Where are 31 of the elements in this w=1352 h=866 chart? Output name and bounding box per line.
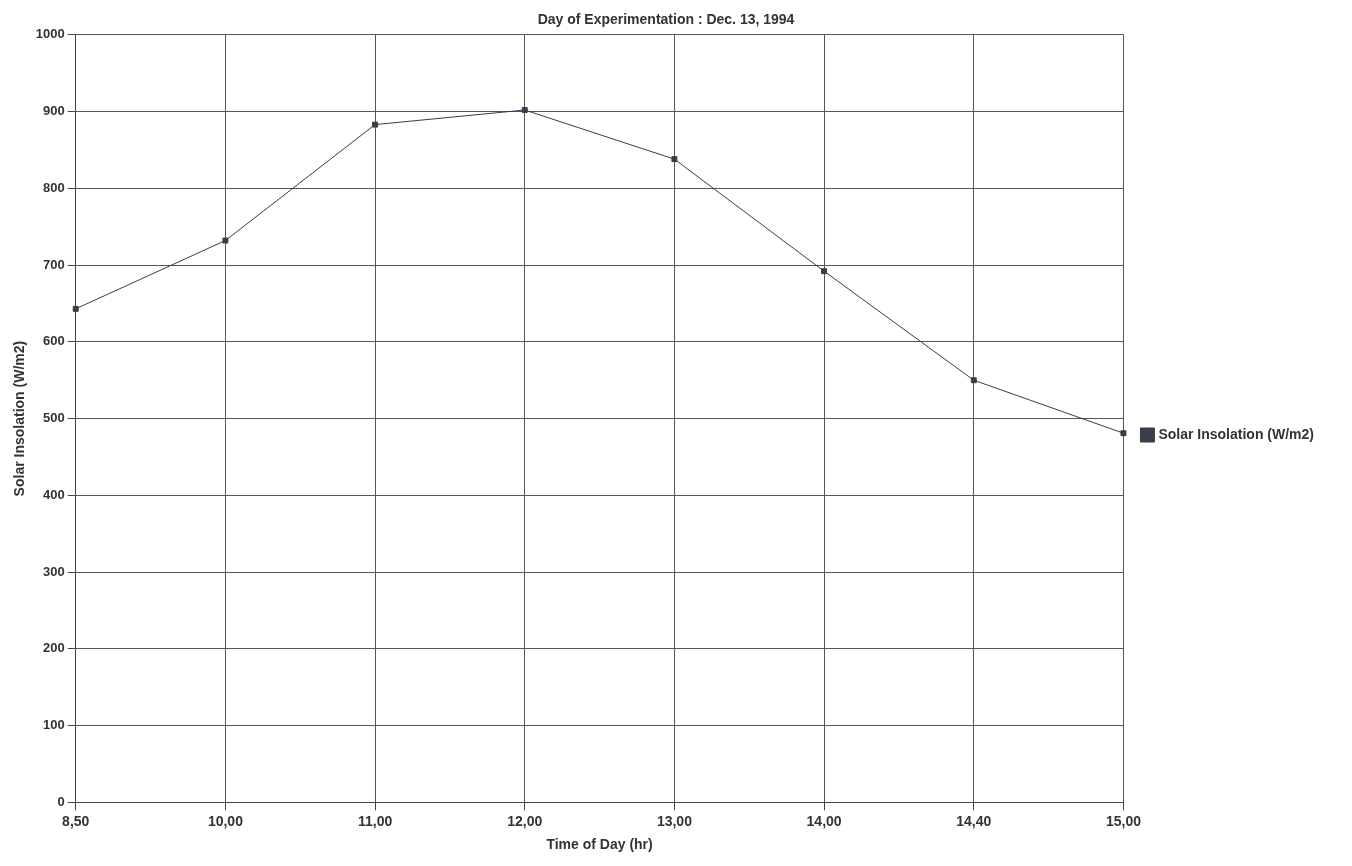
y-tick-label: 700 [43, 256, 65, 272]
x-tick-label: 13,00 [656, 812, 693, 829]
x-tick-label: 15,00 [1105, 812, 1142, 829]
y-tick-label: 1000 [35, 26, 65, 42]
y-tick-label: 600 [43, 333, 65, 349]
point [671, 156, 678, 163]
point [521, 107, 528, 113]
point [970, 377, 977, 384]
y-tick-label: 400 [43, 486, 65, 502]
x-axis-title: Time of Day (hr) [546, 836, 653, 853]
y-tick-label: 0 [57, 793, 65, 809]
x-tick-label: 14,00 [806, 812, 842, 829]
point [222, 237, 229, 244]
y-tick-label: 300 [43, 563, 65, 579]
x-tick-label: 12,00 [507, 812, 543, 829]
point [72, 305, 79, 312]
legend-label: Solar Insolation (W/m2) [1158, 425, 1315, 442]
y-axis-title: Solar Insolation (W/m2) [11, 340, 28, 497]
x-tick-label: 10,00 [207, 812, 244, 829]
point [372, 121, 379, 128]
point [1120, 430, 1127, 437]
point [821, 268, 828, 275]
chart-title: Day of Experimentation : Dec. 13, 1994 [537, 11, 795, 28]
y-tick-label: 200 [43, 640, 65, 656]
y-tick-label: 500 [43, 410, 65, 426]
x-tick-label: 11,00 [357, 812, 393, 829]
y-tick-label: 800 [43, 179, 65, 195]
y-tick-label: 900 [43, 103, 65, 119]
x-tick-label: 8,50 [62, 812, 90, 829]
x-tick-label: 14,40 [956, 812, 992, 829]
y-tick-label: 100 [43, 717, 65, 733]
